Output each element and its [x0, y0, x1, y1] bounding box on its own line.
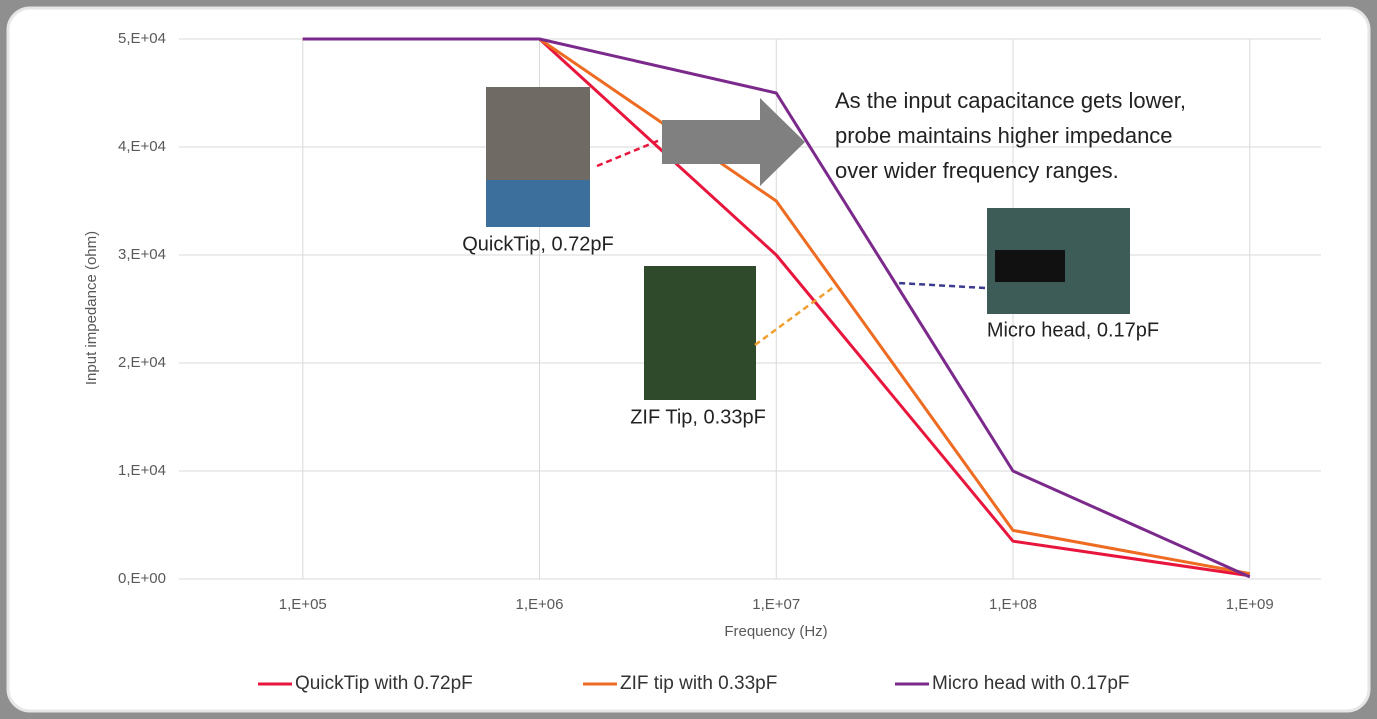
x-tick-label: 1,E+07	[752, 596, 800, 613]
y-tick-label: 2,E+04	[118, 354, 166, 371]
callout-text: As the input capacitance gets lower,	[835, 88, 1186, 113]
callout-arrow	[754, 284, 836, 347]
big-arrow	[662, 98, 805, 186]
y-tick-label: 3,E+04	[118, 246, 166, 263]
legend-label: QuickTip with 0.72pF	[295, 673, 473, 694]
x-tick-label: 1,E+08	[989, 596, 1037, 613]
callout-arrow	[897, 281, 986, 290]
x-tick-label: 1,E+06	[516, 596, 564, 613]
y-tick-label: 1,E+04	[118, 462, 166, 479]
photo-zif	[644, 266, 756, 400]
callout-text: over wider frequency ranges.	[835, 158, 1119, 183]
photo-label: QuickTip, 0.72pF	[462, 233, 614, 255]
photo-detail	[486, 180, 590, 227]
photo-label: Micro head, 0.17pF	[987, 319, 1159, 341]
callout-arrow	[596, 138, 661, 168]
y-tick-label: 5,E+04	[118, 30, 166, 47]
callout-text: probe maintains higher impedance	[835, 123, 1173, 148]
y-axis-title: Input impedance (ohm)	[83, 231, 100, 385]
x-axis-title: Frequency (Hz)	[724, 623, 827, 640]
x-tick-label: 1,E+05	[279, 596, 327, 613]
photo-label: ZIF Tip, 0.33pF	[630, 406, 766, 428]
legend-label: Micro head with 0.17pF	[932, 673, 1130, 694]
y-tick-label: 0,E+00	[118, 570, 166, 587]
photo-detail	[995, 250, 1065, 282]
series-line	[302, 37, 1251, 579]
x-tick-label: 1,E+09	[1226, 596, 1274, 613]
y-tick-label: 4,E+04	[118, 138, 166, 155]
legend-label: ZIF tip with 0.33pF	[620, 673, 777, 694]
